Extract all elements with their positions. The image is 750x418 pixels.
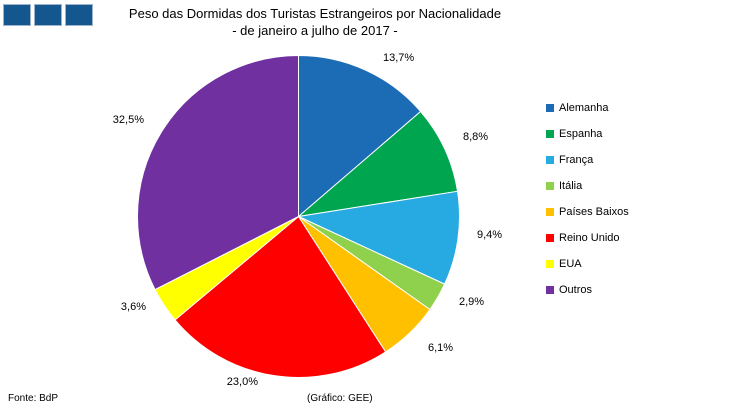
legend-item-franca: França xyxy=(546,147,629,173)
legend-item-alemanha: Alemanha xyxy=(546,95,629,121)
legend-label: EUA xyxy=(559,258,582,270)
slice-label: 3,6% xyxy=(121,301,146,313)
pie-slice-frança xyxy=(298,190,460,285)
legend-item-outros: Outros xyxy=(546,277,629,303)
chart-subtitle: - de janeiro a julho de 2017 - xyxy=(232,23,398,38)
slice-label: 2,9% xyxy=(459,296,484,308)
legend-label: França xyxy=(559,154,594,166)
slice-label: 6,1% xyxy=(428,342,453,354)
logo-square xyxy=(3,4,31,26)
legend-item-reino-unido: Reino Unido xyxy=(546,225,629,251)
title-block: Peso das Dormidas dos Turistas Estrangei… xyxy=(30,5,600,39)
source-note: Fonte: BdP xyxy=(8,393,59,404)
pie-slice-alemanha xyxy=(298,55,422,217)
legend-item-italia: Itália xyxy=(546,173,629,199)
legend-item-paises-baixos: Países Baixos xyxy=(546,199,629,225)
legend-label: Itália xyxy=(559,180,583,192)
legend-label: Outros xyxy=(559,284,593,296)
legend-swatch xyxy=(546,208,554,216)
legend-label: Espanha xyxy=(559,128,603,140)
legend-item-eua: EUA xyxy=(546,251,629,277)
logo-square xyxy=(34,4,62,26)
legend: Alemanha Espanha França Itália Países Ba… xyxy=(546,95,629,303)
legend-swatch xyxy=(546,130,554,138)
slice-label: 32,5% xyxy=(113,114,144,126)
legend-swatch xyxy=(546,104,554,112)
pie-slice-espanha xyxy=(298,111,459,217)
slice-label: 13,7% xyxy=(383,52,414,64)
slice-label: 8,8% xyxy=(463,131,488,143)
legend-label: Países Baixos xyxy=(559,206,629,218)
legend-label: Alemanha xyxy=(559,102,609,114)
legend-swatch xyxy=(546,260,554,268)
legend-swatch xyxy=(546,182,554,190)
credit-note: (Gráfico: GEE) xyxy=(307,393,373,404)
legend-swatch xyxy=(546,234,554,242)
legend-label: Reino Unido xyxy=(559,232,620,244)
pie-slice-outros xyxy=(137,55,299,291)
slice-label: 23,0% xyxy=(227,376,258,388)
logo xyxy=(3,4,93,26)
legend-swatch xyxy=(546,156,554,164)
chart-title: Peso das Dormidas dos Turistas Estrangei… xyxy=(128,6,502,21)
legend-swatch xyxy=(546,286,554,294)
slice-label: 9,4% xyxy=(477,229,502,241)
pie-slice-reino-unido xyxy=(174,216,387,378)
logo-square xyxy=(65,4,93,26)
legend-item-espanha: Espanha xyxy=(546,121,629,147)
